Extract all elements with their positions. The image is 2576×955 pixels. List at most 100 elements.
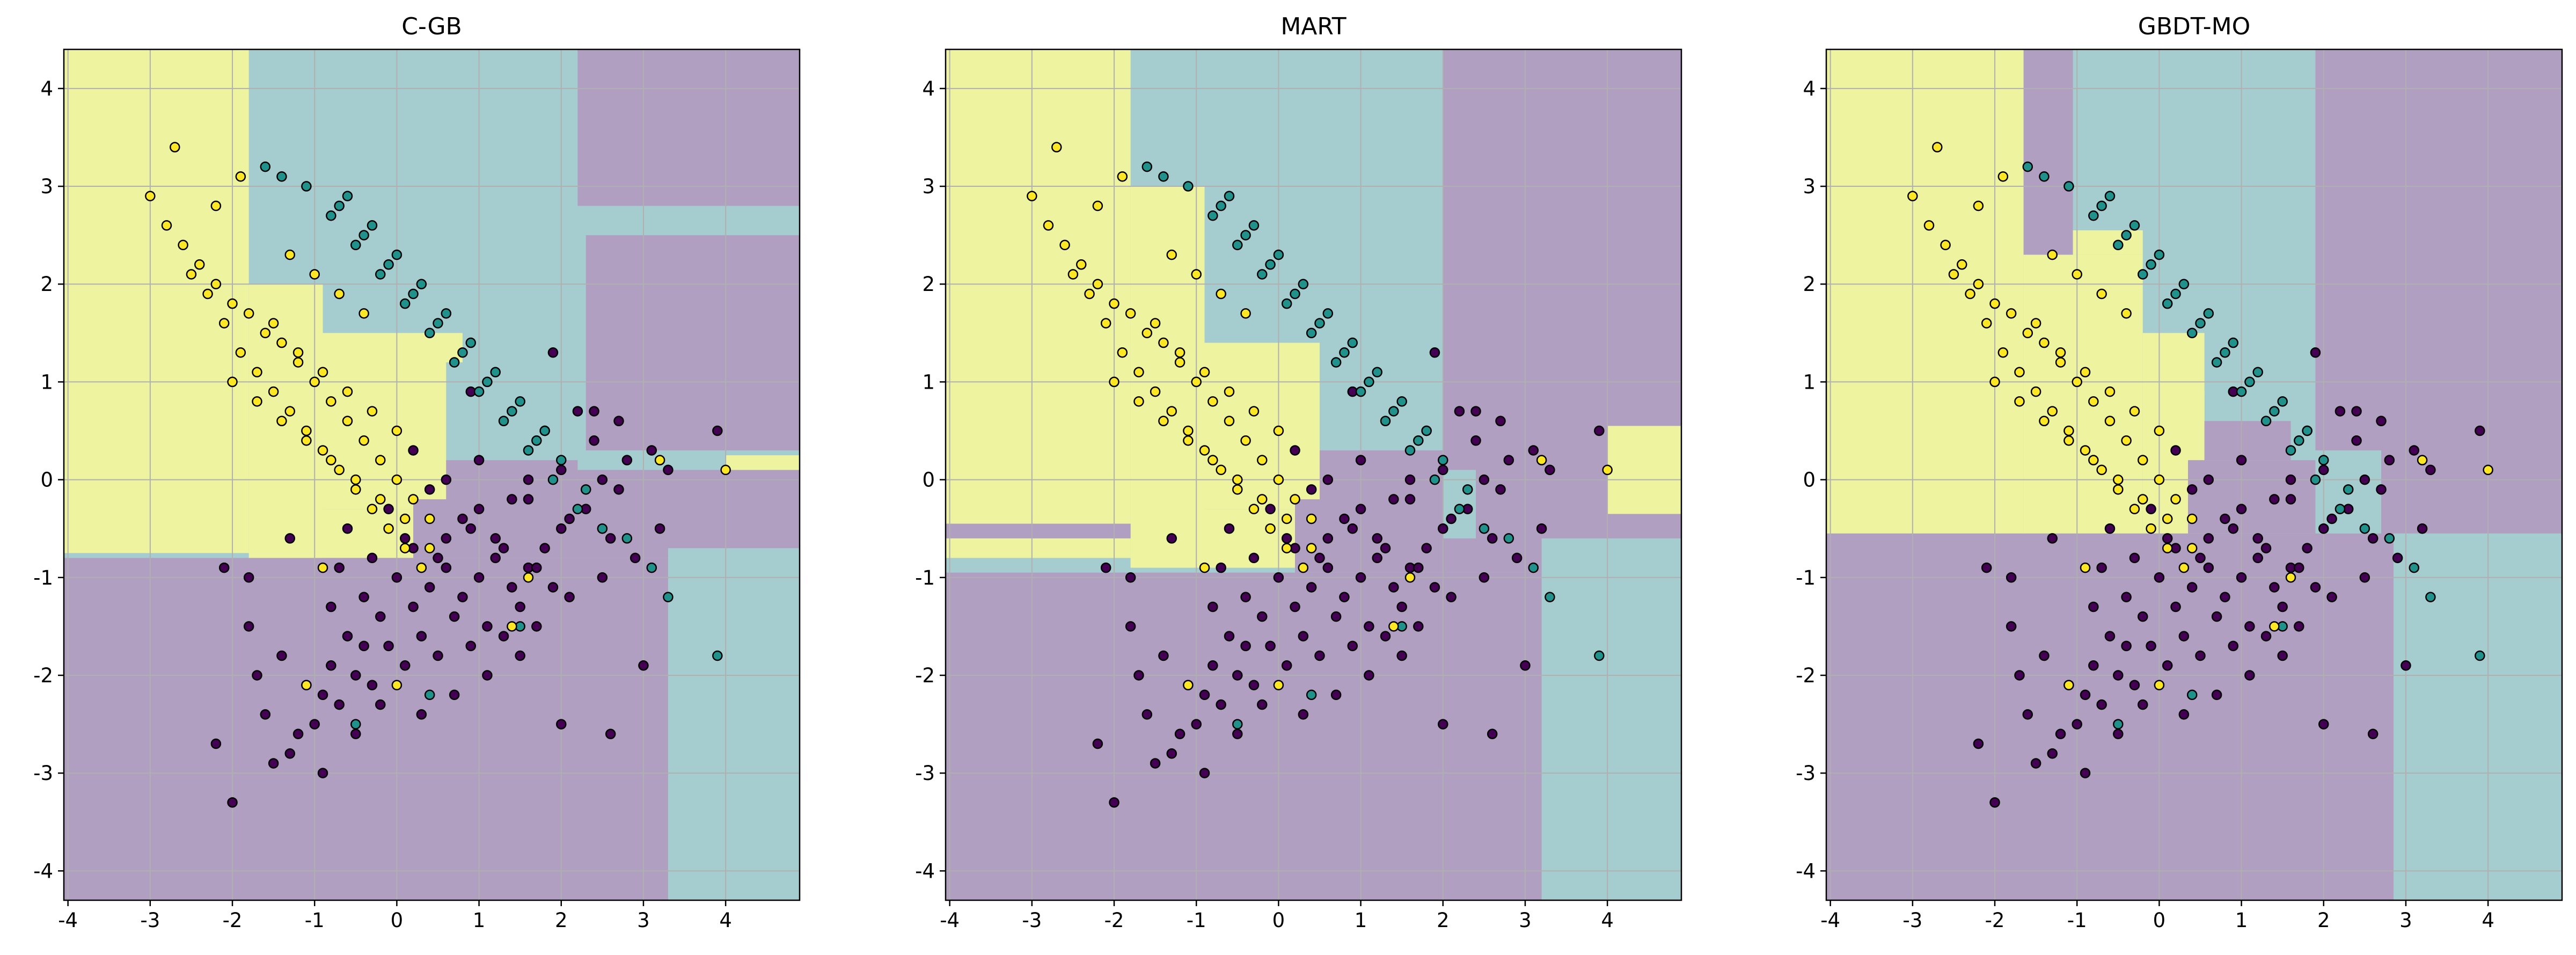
data-point-yellow — [342, 386, 353, 397]
data-point-purple — [1511, 552, 1523, 564]
data-point-purple — [1364, 621, 1374, 632]
data-point-yellow — [2080, 367, 2091, 377]
data-point-yellow — [2285, 572, 2296, 583]
data-point-purple — [2195, 650, 2206, 661]
data-point-purple — [1339, 592, 1350, 602]
data-point-purple — [441, 474, 452, 485]
data-point-yellow — [1602, 464, 1613, 476]
axes-frame — [63, 48, 801, 901]
data-point-purple — [1339, 513, 1350, 524]
data-point-teal — [2178, 279, 2190, 289]
y-tick-label: -1 — [915, 566, 935, 589]
x-tick-label: 3 — [637, 909, 650, 932]
data-point-purple — [1232, 670, 1243, 681]
data-point-teal — [1248, 220, 1260, 231]
data-point-purple — [556, 464, 567, 476]
panel-1: -4 -3 -2 -1 0 1 2 3 4 -4 -3 -2 -1 0 1 2 3 4 MART — [915, 13, 1682, 932]
data-point-teal — [260, 161, 271, 172]
data-point-purple — [309, 719, 320, 730]
data-point-teal — [276, 171, 287, 182]
data-point-teal — [2129, 220, 2140, 231]
data-point-yellow — [2047, 406, 2058, 417]
data-point-purple — [2072, 719, 2082, 730]
data-point-purple — [342, 523, 353, 534]
data-point-purple — [2359, 572, 2370, 583]
data-point-purple — [2285, 474, 2296, 485]
data-point-purple — [227, 797, 238, 808]
data-point-purple — [2294, 621, 2304, 632]
data-point-purple — [210, 738, 222, 749]
data-point-teal — [473, 386, 485, 397]
decision-region-purple-2 — [2023, 49, 2073, 255]
decision-region-purple-8 — [1319, 450, 1443, 500]
data-point-yellow — [2483, 464, 2493, 476]
data-point-teal — [2359, 523, 2370, 534]
data-point-yellow — [2063, 435, 2074, 446]
data-point-yellow — [2055, 347, 2066, 358]
data-point-purple — [1594, 425, 1605, 436]
data-point-yellow — [1183, 435, 1194, 446]
data-point-yellow — [1158, 337, 1169, 348]
data-point-purple — [1347, 640, 1358, 652]
data-point-yellow — [2269, 621, 2280, 632]
data-point-yellow — [2113, 484, 2124, 495]
data-point-yellow — [326, 396, 336, 407]
data-point-yellow — [399, 543, 411, 553]
data-point-purple — [2162, 533, 2173, 544]
data-point-purple — [2195, 552, 2206, 564]
data-point-purple — [1364, 670, 1374, 681]
data-point-teal — [2186, 327, 2198, 339]
data-point-teal — [383, 259, 394, 270]
data-point-yellow — [1100, 318, 1111, 329]
data-point-purple — [1133, 670, 1144, 681]
data-point-purple — [399, 660, 411, 671]
data-point-teal — [1290, 288, 1300, 300]
data-point-purple — [2211, 611, 2222, 622]
data-point-purple — [482, 621, 493, 632]
data-point-purple — [613, 484, 624, 495]
data-point-yellow — [243, 308, 254, 319]
data-point-yellow — [2138, 455, 2148, 465]
data-point-yellow — [408, 494, 419, 505]
data-point-purple — [1265, 504, 1276, 515]
data-point-purple — [218, 562, 230, 573]
data-point-purple — [2236, 504, 2247, 515]
data-point-yellow — [2088, 455, 2099, 465]
data-point-teal — [424, 689, 435, 701]
data-point-purple — [243, 621, 254, 632]
data-point-teal — [1208, 210, 1218, 221]
data-point-purple — [1248, 552, 1260, 564]
data-point-yellow — [252, 367, 262, 377]
data-point-yellow — [202, 288, 213, 300]
data-point-yellow — [284, 249, 296, 260]
data-point-teal — [1224, 191, 1235, 202]
data-point-yellow — [1536, 455, 1547, 465]
decision-region-purple-11 — [577, 49, 800, 206]
data-point-teal — [2022, 161, 2033, 172]
data-point-teal — [515, 396, 525, 407]
data-point-teal — [1306, 327, 1317, 339]
data-point-yellow — [2014, 367, 2025, 377]
data-point-yellow — [2138, 494, 2148, 505]
data-point-teal — [1339, 347, 1350, 358]
data-point-yellow — [2146, 523, 2156, 534]
data-point-yellow — [1404, 572, 1416, 583]
data-point-purple — [1125, 572, 1136, 583]
data-point-purple — [2318, 719, 2329, 730]
data-point-teal — [482, 376, 493, 388]
data-point-yellow — [507, 621, 517, 632]
data-point-yellow — [1290, 494, 1300, 505]
data-point-yellow — [399, 513, 411, 524]
data-point-purple — [2178, 631, 2190, 641]
data-point-purple — [2006, 621, 2017, 632]
data-point-purple — [2080, 768, 2091, 778]
data-point-yellow — [1117, 347, 1128, 358]
data-point-teal — [2203, 308, 2214, 319]
data-point-purple — [2220, 513, 2230, 524]
data-point-yellow — [1133, 367, 1144, 377]
y-tick-label: 3 — [922, 175, 935, 198]
data-point-yellow — [1981, 318, 1992, 329]
data-point-purple — [1224, 523, 1235, 534]
data-point-teal — [391, 249, 402, 260]
data-point-teal — [1355, 386, 1366, 397]
